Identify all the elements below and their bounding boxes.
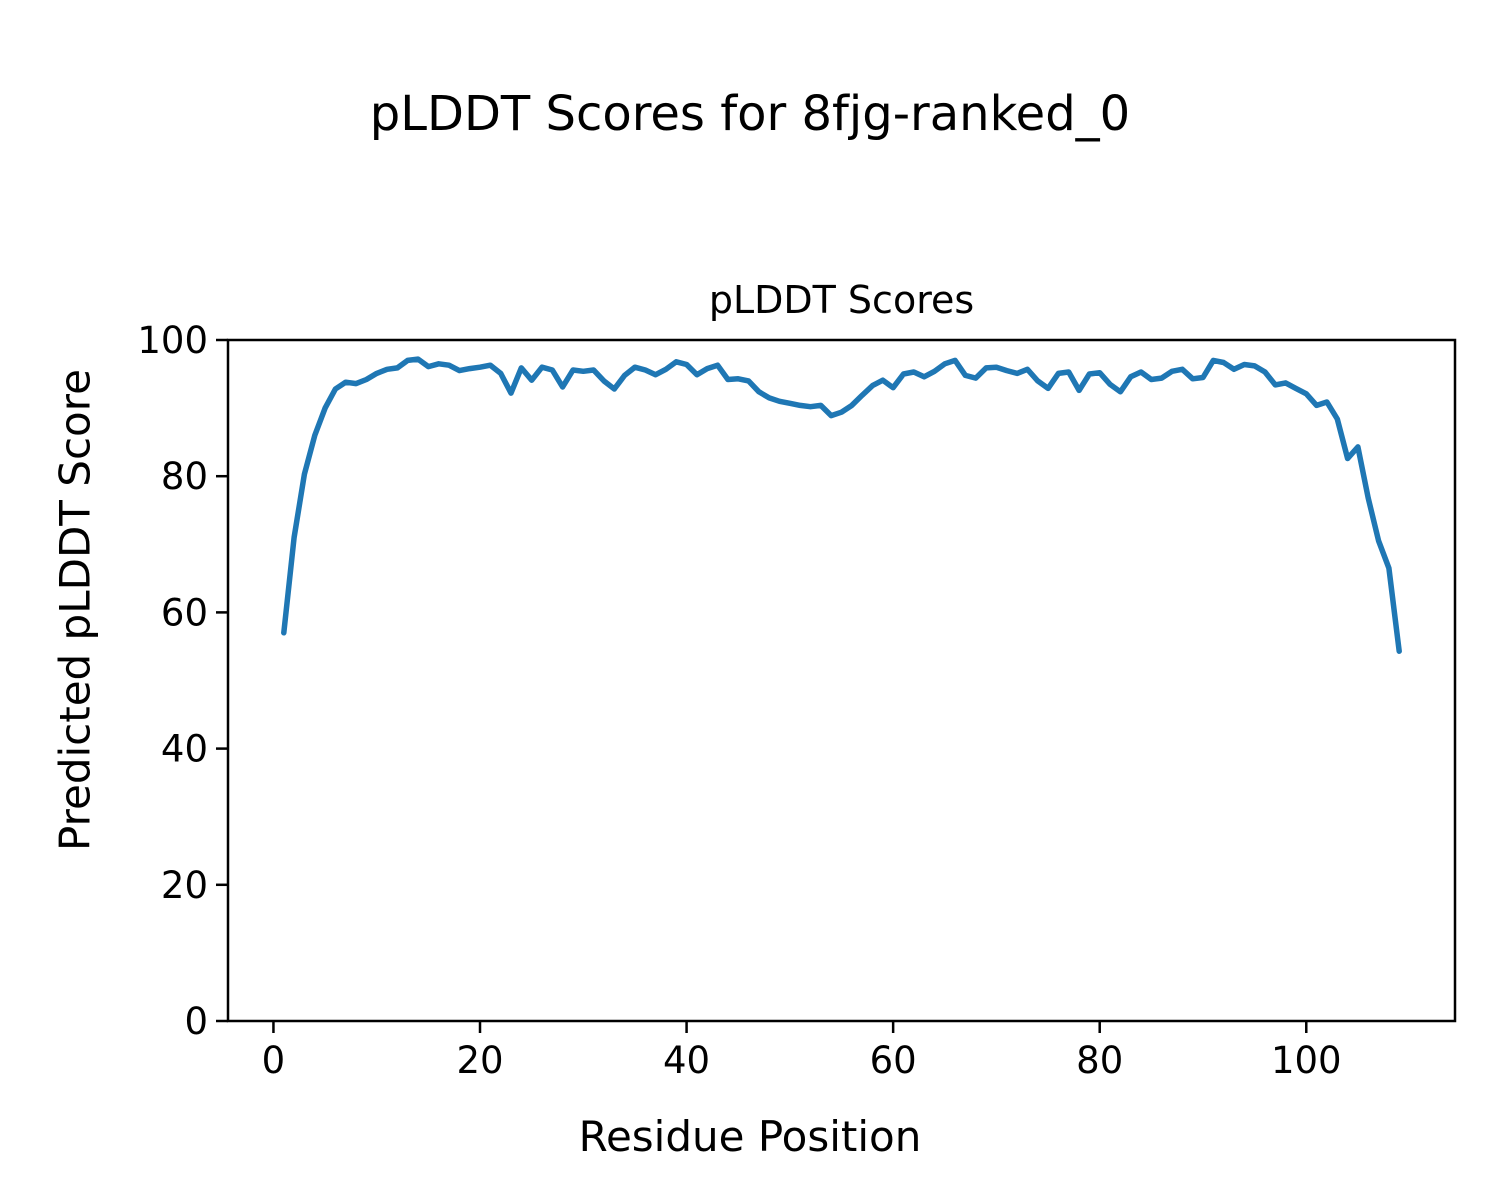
y-tick-label: 80 [161,455,208,498]
y-axis-label: Predicted pLDDT Score [50,369,100,851]
y-tick-label: 0 [184,1000,208,1043]
y-tick-label: 40 [161,728,208,771]
x-tick-label: 20 [456,1039,503,1082]
y-tick-label: 20 [161,864,208,907]
axes-frame [226,338,1457,1023]
axes-title: pLDDT Scores [708,278,975,322]
x-tick-label: 100 [1271,1039,1342,1082]
y-tick-label: 100 [137,319,208,362]
axis-ticks: 0 20 40 60 80 100 0 20 40 60 80 100 [137,319,1341,1082]
figure-title: pLDDT Scores for 8fjg-ranked_0 [369,86,1131,142]
x-axis-label: Residue Position [578,1112,922,1161]
x-tick-label: 40 [663,1039,710,1082]
x-tick-label: 60 [870,1039,917,1082]
plddt-line [281,356,1402,654]
x-tick-label: 0 [262,1039,286,1082]
x-tick-label: 80 [1076,1039,1123,1082]
y-tick-label: 60 [161,591,208,634]
